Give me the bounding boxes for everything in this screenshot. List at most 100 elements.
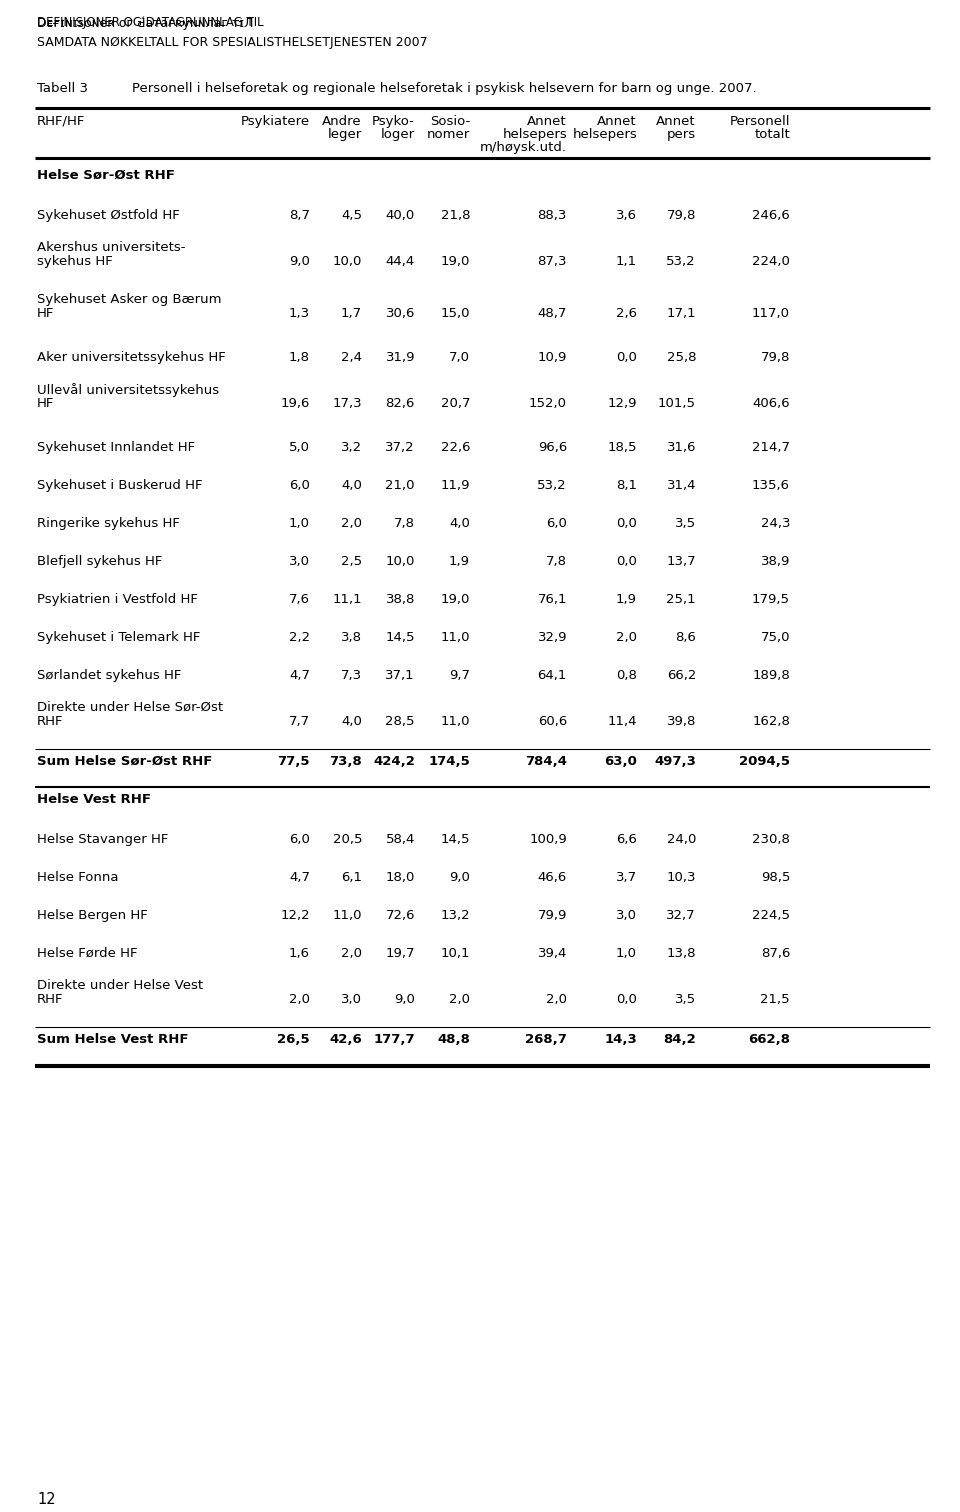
Text: 30,6: 30,6 [386,307,415,321]
Text: 19,0: 19,0 [441,256,470,268]
Text: HF: HF [37,307,55,321]
Text: 9,7: 9,7 [449,668,470,682]
Text: sykehus HF: sykehus HF [37,256,112,268]
Text: 174,5: 174,5 [428,754,470,768]
Text: 214,7: 214,7 [752,442,790,454]
Text: 4,0: 4,0 [341,479,362,491]
Text: 13,7: 13,7 [666,555,696,569]
Text: Sykehuset Østfold HF: Sykehuset Østfold HF [37,209,180,222]
Text: 10,3: 10,3 [666,871,696,885]
Text: loger: loger [381,129,415,141]
Text: Direkte under Helse Sør-Øst: Direkte under Helse Sør-Øst [37,702,223,714]
Text: nomer: nomer [427,129,470,141]
Text: 246,6: 246,6 [753,209,790,222]
Text: 8,1: 8,1 [616,479,637,491]
Text: pers: pers [667,129,696,141]
Text: 784,4: 784,4 [525,754,567,768]
Text: 20,7: 20,7 [441,398,470,410]
Text: 230,8: 230,8 [752,833,790,847]
Text: 21,0: 21,0 [386,479,415,491]
Text: 406,6: 406,6 [753,398,790,410]
Text: 96,6: 96,6 [538,442,567,454]
Text: 1,7: 1,7 [341,307,362,321]
Text: 7,0: 7,0 [449,351,470,364]
Text: 22,6: 22,6 [441,442,470,454]
Text: 12,9: 12,9 [608,398,637,410]
Text: 82,6: 82,6 [386,398,415,410]
Text: Sykehuset i Buskerud HF: Sykehuset i Buskerud HF [37,479,203,491]
Text: 6,0: 6,0 [289,479,310,491]
Text: 7,8: 7,8 [394,517,415,531]
Text: 2,2: 2,2 [289,631,310,644]
Text: 24,3: 24,3 [760,517,790,531]
Text: 0,0: 0,0 [616,351,637,364]
Text: 53,2: 53,2 [666,256,696,268]
Text: 46,6: 46,6 [538,871,567,885]
Text: Sum Helse Sør-Øst RHF: Sum Helse Sør-Øst RHF [37,754,212,768]
Text: 3,0: 3,0 [616,909,637,922]
Text: RHF/HF: RHF/HF [37,115,85,129]
Text: 100,9: 100,9 [529,833,567,847]
Text: totalt: totalt [755,129,790,141]
Text: 1,3: 1,3 [289,307,310,321]
Text: 48,7: 48,7 [538,307,567,321]
Text: Sykehuset Innlandet HF: Sykehuset Innlandet HF [37,442,195,454]
Text: 17,1: 17,1 [666,307,696,321]
Text: DEFINISJONER OG DATAGRUNNLAG TIL: DEFINISJONER OG DATAGRUNNLAG TIL [37,17,264,29]
Text: 6,1: 6,1 [341,871,362,885]
Text: 25,1: 25,1 [666,593,696,606]
Text: 79,8: 79,8 [760,351,790,364]
Text: 0,0: 0,0 [616,993,637,1005]
Text: Sykehuset Asker og Bærum: Sykehuset Asker og Bærum [37,293,222,305]
Text: 3,2: 3,2 [341,442,362,454]
Text: 21,5: 21,5 [760,993,790,1005]
Text: 3,8: 3,8 [341,631,362,644]
Text: 38,8: 38,8 [386,593,415,606]
Text: 9,0: 9,0 [449,871,470,885]
Text: 31,4: 31,4 [666,479,696,491]
Text: 38,9: 38,9 [760,555,790,569]
Text: Ullevål universitetssykehus: Ullevål universitetssykehus [37,383,219,398]
Text: 87,6: 87,6 [760,947,790,960]
Text: helsepers: helsepers [572,129,637,141]
Text: 0,0: 0,0 [616,555,637,569]
Text: SAMDATA NØKKELTALL FOR SPESIALISTHELSETJENESTEN 2007: SAMDATA NØKKELTALL FOR SPESIALISTHELSETJ… [37,36,427,48]
Text: 1,6: 1,6 [289,947,310,960]
Text: 20,5: 20,5 [332,833,362,847]
Text: 12: 12 [37,1492,56,1507]
Text: 3,6: 3,6 [616,209,637,222]
Text: 1,8: 1,8 [289,351,310,364]
Text: 19,7: 19,7 [386,947,415,960]
Text: 87,3: 87,3 [538,256,567,268]
Text: Blefjell sykehus HF: Blefjell sykehus HF [37,555,162,569]
Text: 79,9: 79,9 [538,909,567,922]
Text: 98,5: 98,5 [760,871,790,885]
Text: Ringerike sykehus HF: Ringerike sykehus HF [37,517,180,531]
Text: 7,8: 7,8 [546,555,567,569]
Text: 31,6: 31,6 [666,442,696,454]
Text: HF: HF [37,398,55,410]
Text: 1,9: 1,9 [449,555,470,569]
Text: 13,8: 13,8 [666,947,696,960]
Text: 424,2: 424,2 [373,754,415,768]
Text: 19,0: 19,0 [441,593,470,606]
Text: 40,0: 40,0 [386,209,415,222]
Text: 6,6: 6,6 [616,833,637,847]
Text: RHF: RHF [37,715,63,727]
Text: 4,7: 4,7 [289,871,310,885]
Text: 37,2: 37,2 [385,442,415,454]
Text: 21,8: 21,8 [441,209,470,222]
Text: 2,0: 2,0 [289,993,310,1005]
Text: 17,3: 17,3 [332,398,362,410]
Text: Psykiatere: Psykiatere [241,115,310,129]
Text: 7,3: 7,3 [341,668,362,682]
Text: 60,6: 60,6 [538,715,567,727]
Text: 10,1: 10,1 [441,947,470,960]
Text: Helse Fonna: Helse Fonna [37,871,118,885]
Text: 11,9: 11,9 [441,479,470,491]
Text: 10,9: 10,9 [538,351,567,364]
Text: 84,2: 84,2 [663,1033,696,1046]
Text: 18,5: 18,5 [608,442,637,454]
Text: 2,0: 2,0 [546,993,567,1005]
Text: 3,5: 3,5 [675,993,696,1005]
